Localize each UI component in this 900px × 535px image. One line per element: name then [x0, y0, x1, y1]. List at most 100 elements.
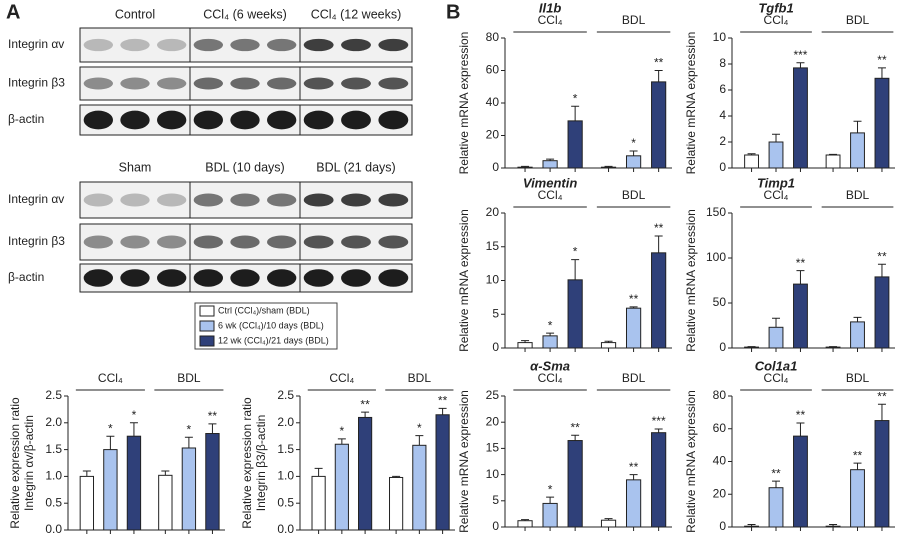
group-label: BDL [408, 371, 432, 385]
blot-band [341, 38, 371, 52]
blot-band [193, 110, 223, 130]
y-tick-label: 0 [492, 340, 499, 354]
significance-label: ** [877, 53, 887, 67]
error-bar [654, 428, 663, 433]
blot-band [303, 235, 334, 249]
blot-band [341, 193, 371, 207]
error-bar [571, 434, 580, 441]
blot-band [83, 77, 114, 90]
significance-label: ** [208, 409, 218, 423]
blot-band [83, 38, 114, 52]
significance-label: * [548, 318, 553, 332]
significance-label: * [417, 421, 422, 435]
blot-band [303, 269, 334, 287]
error-bar [853, 120, 862, 133]
error-bar [796, 62, 805, 68]
significance-label: ** [654, 221, 664, 235]
group-label: BDL [846, 188, 870, 202]
y-axis-label: Relative mRNA expression [457, 209, 471, 352]
y-tick-label: 0 [719, 160, 726, 174]
blot-band [83, 193, 114, 207]
error-bar [438, 407, 447, 415]
y-tick-label: 0.0 [45, 522, 62, 535]
significance-label: * [573, 245, 578, 259]
legend-swatch [199, 305, 215, 317]
bar [517, 520, 533, 528]
blot-row-label: Integrin αv [8, 192, 64, 206]
error-bar [877, 263, 886, 277]
significance-label: ** [360, 397, 370, 411]
significance-label: ** [771, 466, 781, 480]
y-tick-label: 60 [713, 421, 727, 435]
blot-row-label: Integrin β3 [8, 234, 65, 248]
bar [874, 420, 890, 528]
y-tick-label: 20 [713, 486, 727, 500]
blot-band [157, 110, 187, 130]
error-bar [521, 165, 530, 168]
bar [793, 283, 808, 349]
group-label: CCl₄ [538, 188, 563, 202]
error-bar [161, 470, 170, 476]
y-axis-label: Integrin αv/β-actin [22, 415, 36, 511]
error-bar [747, 153, 756, 155]
error-bar [337, 438, 346, 445]
bar [126, 435, 142, 531]
blot-band [378, 110, 409, 130]
bar [825, 346, 841, 349]
y-tick-label: 0.5 [277, 495, 294, 509]
bar [567, 120, 583, 169]
blot-band [193, 269, 223, 287]
y-tick-label: 80 [486, 30, 500, 44]
error-bar [546, 496, 555, 504]
group-label: BDL [846, 13, 870, 27]
blot-band [267, 110, 297, 130]
y-tick-label: 1.0 [277, 469, 294, 483]
chart-title: Il1b [539, 0, 561, 15]
error-bar [829, 153, 838, 155]
chart-title: Tgfb1 [758, 0, 793, 15]
y-tick-label: 0 [719, 340, 726, 354]
y-tick-label: 2.0 [45, 415, 62, 429]
error-bar [521, 340, 530, 343]
blot-band [193, 193, 223, 207]
blot-band [120, 110, 150, 130]
significance-label: * [108, 421, 113, 435]
blot-row-label: Integrin αv [8, 37, 64, 51]
y-axis-label: Relative mRNA expression [684, 32, 698, 175]
blot-column-label: BDL (21 days) [316, 160, 395, 174]
bar [825, 154, 841, 169]
y-tick-label: 60 [486, 63, 500, 77]
blot-band [378, 193, 409, 207]
bar [542, 160, 558, 169]
blot-band [341, 110, 371, 130]
blot-band [303, 110, 334, 130]
blot-band [120, 269, 150, 287]
blot-band [83, 235, 114, 249]
y-tick-label: 10 [486, 467, 500, 481]
y-tick-label: 2.5 [45, 388, 62, 402]
error-bar [361, 411, 370, 418]
y-tick-label: 15 [486, 441, 500, 455]
error-bar [184, 436, 193, 448]
blot-column-label: CCl₄ (6 weeks) [203, 7, 287, 21]
blot-column-label: Control [115, 7, 155, 21]
bar [600, 519, 617, 528]
y-tick-label: 40 [713, 454, 727, 468]
significance-label: ** [629, 292, 639, 306]
y-tick-label: 2.0 [277, 415, 294, 429]
error-bar [314, 467, 323, 477]
error-bar [208, 423, 217, 434]
bar [358, 416, 373, 531]
y-tick-label: 5 [492, 493, 499, 507]
significance-label: * [631, 136, 636, 150]
blot-band [303, 77, 334, 90]
blot-band [157, 193, 187, 207]
bar [103, 449, 118, 531]
bar [158, 474, 173, 531]
blot-band [157, 235, 187, 249]
significance-label: *** [652, 414, 666, 428]
blot-band [193, 77, 223, 90]
group-label: BDL [622, 371, 646, 385]
error-bar [546, 158, 555, 161]
